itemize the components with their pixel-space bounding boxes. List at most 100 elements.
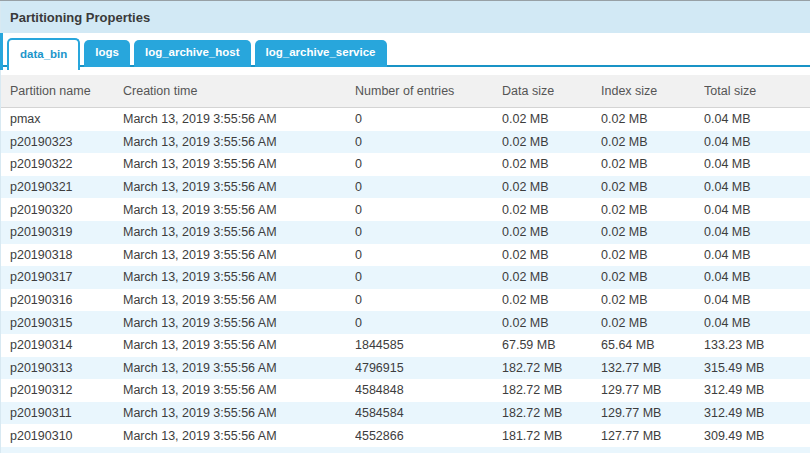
table-row: pmaxMarch 13, 2019 3:55:56 AM00.02 MB0.0…: [0, 108, 810, 131]
table-cell: 127.77 MB: [601, 429, 704, 443]
table-cell: March 13, 2019 3:55:56 AM: [123, 180, 355, 194]
table-cell: 0.02 MB: [502, 270, 601, 284]
table-cell: p20190322: [10, 157, 123, 171]
table-cell: 0.02 MB: [601, 203, 704, 217]
table-row: p20190321March 13, 2019 3:55:56 AM0 0.02 …: [0, 176, 810, 199]
table-row: p20190316March 13, 2019 3:55:56 AM0 0.02 …: [0, 289, 810, 312]
tab-data_bin[interactable]: data_bin: [7, 38, 80, 70]
table-cell: 0.02 MB: [601, 157, 704, 171]
table-cell: pmax: [10, 112, 123, 126]
table-cell: March 13, 2019 3:55:56 AM: [123, 383, 355, 397]
table-cell: 182.72 MB: [502, 406, 601, 420]
table-cell: March 13, 2019 3:55:56 AM: [123, 157, 355, 171]
table-row: p20190323March 13, 2019 3:55:56 AM00.02 …: [0, 131, 810, 154]
table-cell: p20190317: [10, 270, 123, 284]
table-cell: p20190310: [10, 429, 123, 443]
partitions-table: Partition nameCreation timeNumber of ent…: [0, 75, 810, 453]
table-cell: 0: [355, 316, 502, 330]
table-cell: 133.23 MB: [704, 338, 810, 352]
table-cell: 181.72 MB: [502, 429, 601, 443]
table-cell: March 13, 2019 3:55:56 AM: [123, 270, 355, 284]
table-cell: 0: [355, 248, 502, 262]
table-cell: 0.02 MB: [502, 157, 601, 171]
table-cell: March 13, 2019 3:55:56 AM: [123, 203, 355, 217]
panel-title: Partitioning Properties: [10, 10, 150, 25]
column-header: Index size: [601, 84, 704, 98]
table-cell: March 13, 2019 3:55:56 AM: [123, 406, 355, 420]
table-cell: March 13, 2019 3:55:56 AM: [123, 112, 355, 126]
table-cell: 0.02 MB: [502, 316, 601, 330]
table-cell: 0: [355, 157, 502, 171]
table-cell: p20190315: [10, 316, 123, 330]
table-header-row: Partition nameCreation timeNumber of ent…: [0, 75, 810, 108]
table-cell: 315.49 MB: [704, 361, 810, 375]
table-cell: 0: [355, 135, 502, 149]
table-cell: 0: [355, 203, 502, 217]
table-cell: 182.72 MB: [502, 361, 601, 375]
table-cell: 0.02 MB: [601, 270, 704, 284]
table-cell: 0.04 MB: [704, 270, 810, 284]
table-cell: 0: [355, 293, 502, 307]
table-cell: 0.02 MB: [601, 316, 704, 330]
table-row: p20190315March 13, 2019 3:55:56 AM00.02 …: [0, 311, 810, 334]
column-header: Data size: [502, 84, 601, 98]
table-cell: 0.04 MB: [704, 316, 810, 330]
table-cell: 182.72 MB: [502, 383, 601, 397]
table-cell: 0.04 MB: [704, 248, 810, 262]
table-cell: 4584848: [355, 383, 502, 397]
table-cell: 0.02 MB: [601, 293, 704, 307]
table-cell: 0.04 MB: [704, 203, 810, 217]
column-header: Total size: [704, 84, 810, 98]
table-cell: 0.02 MB: [601, 135, 704, 149]
table-cell: 309.49 MB: [704, 429, 810, 443]
table-cell: March 13, 2019 3:55:56 AM: [123, 225, 355, 239]
table-cell: 0.04 MB: [704, 157, 810, 171]
table-cell: March 13, 2019 3:55:56 AM: [123, 316, 355, 330]
table-cell: 0.02 MB: [502, 112, 601, 126]
table-cell: 4796915: [355, 361, 502, 375]
table-cell: 4552866: [355, 429, 502, 443]
table-row: p20190317March 13, 2019 3:55:56 AM00.02 …: [0, 266, 810, 289]
column-header: Creation time: [123, 84, 355, 98]
column-header: Number of entries: [355, 84, 502, 98]
table-row: p20190312March 13, 2019 3:55:56 AM458484…: [0, 379, 810, 402]
panel-titlebar: Partitioning Properties: [0, 0, 810, 33]
table-cell: p20190320: [10, 203, 123, 217]
table-cell: 129.77 MB: [601, 383, 704, 397]
table-cell: 0.02 MB: [502, 135, 601, 149]
table-cell: 0.02 MB: [601, 112, 704, 126]
table-cell: 4584584: [355, 406, 502, 420]
table-cell: 0: [355, 112, 502, 126]
table-cell: 67.59 MB: [502, 338, 601, 352]
table-cell: 0: [355, 225, 502, 239]
table-cell: 0.02 MB: [601, 180, 704, 194]
table-cell: 312.49 MB: [704, 383, 810, 397]
tab-log_archive_service[interactable]: log_archive_service: [255, 40, 387, 67]
table-cell: March 13, 2019 3:55:56 AM: [123, 293, 355, 307]
table-cell: p20190313: [10, 361, 123, 375]
panel-top-border: [0, 0, 810, 1]
table-cell: p20190316: [10, 293, 123, 307]
table-cell: 0.04 MB: [704, 135, 810, 149]
table-cell: p20190319: [10, 225, 123, 239]
tab-logs[interactable]: logs: [84, 40, 130, 67]
table-cell: 0.04 MB: [704, 225, 810, 239]
table-cell: March 13, 2019 3:55:56 AM: [123, 248, 355, 262]
table-cell: p20190311: [10, 406, 123, 420]
table-cell: p20190321: [10, 180, 123, 194]
table-cell: p20190318: [10, 248, 123, 262]
table-row: p20190322March 13, 2019 3:55:56 AM00.02 …: [0, 153, 810, 176]
table-cell: 0: [355, 180, 502, 194]
table-cell: 0.02 MB: [601, 248, 704, 262]
table-cell: 0.02 MB: [502, 203, 601, 217]
table-cell: p20190323: [10, 135, 123, 149]
table-cell: 132.77 MB: [601, 361, 704, 375]
table-cell: 0.02 MB: [601, 225, 704, 239]
table-cell: 0.04 MB: [704, 180, 810, 194]
column-header: Partition name: [10, 84, 123, 98]
partitioning-properties-panel: Partitioning Properties data_binlogslog_…: [0, 0, 810, 453]
tab-log_archive_host[interactable]: log_archive_host: [134, 40, 251, 67]
table-cell: March 13, 2019 3:55:56 AM: [123, 361, 355, 375]
table-cell: March 13, 2019 3:55:56 AM: [123, 338, 355, 352]
table-row: p20190318March 13, 2019 3:55:56 AM0 0.02 …: [0, 244, 810, 267]
